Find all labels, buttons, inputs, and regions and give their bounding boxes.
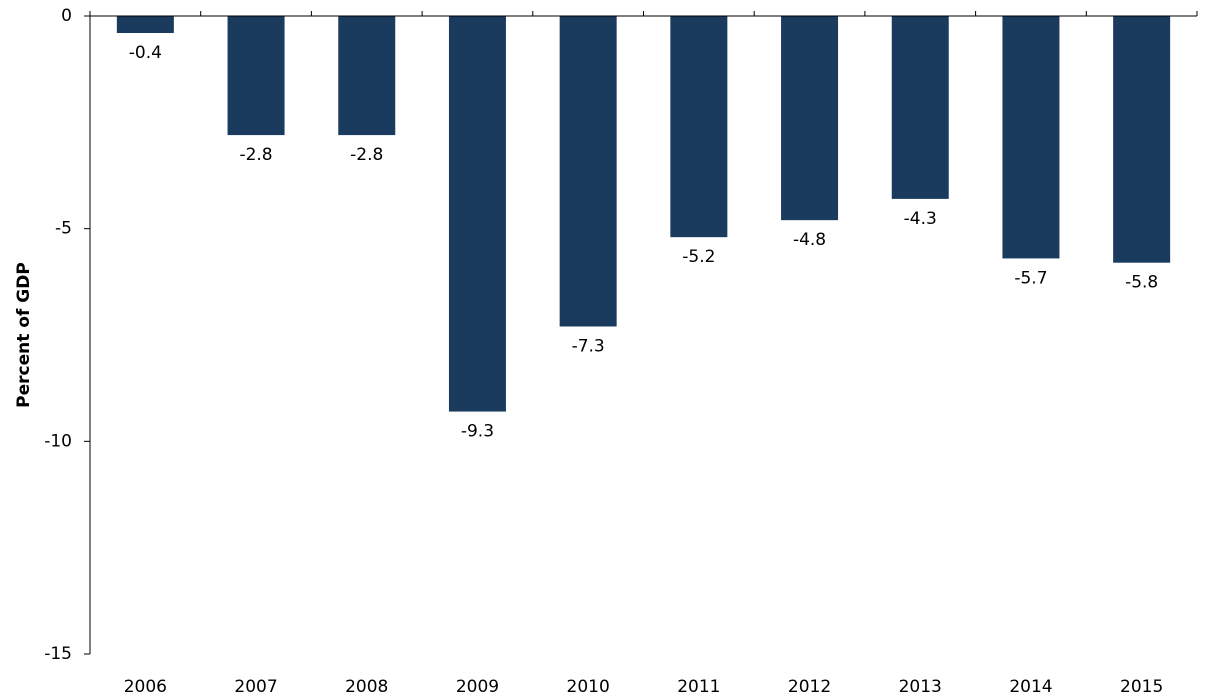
bar [891,16,949,199]
x-tick-label: 2011 [677,677,720,697]
value-label: -4.8 [793,230,826,250]
value-label: -4.3 [904,209,937,229]
bar [781,16,839,221]
bar [227,16,285,136]
value-label: -5.7 [1014,268,1047,288]
x-tick-label: 2010 [567,677,610,697]
x-tick-label: 2007 [234,677,277,697]
bar [559,16,617,327]
value-label: -9.3 [461,422,494,442]
x-tick-label: 2015 [1120,677,1163,697]
value-label: -5.8 [1125,273,1158,293]
bar [338,16,396,136]
bar [670,16,728,238]
bar [116,16,174,34]
value-label: -7.3 [572,336,605,356]
x-tick-label: 2009 [456,677,499,697]
value-label: -0.4 [129,43,162,63]
x-tick-label: 2013 [899,677,942,697]
value-label: -5.2 [682,247,715,267]
y-tick-label: 0 [61,6,72,26]
value-label: -2.8 [350,145,383,165]
y-tick-label: -5 [55,219,72,239]
y-tick-label: -10 [44,431,72,451]
bar [448,16,506,412]
value-label: -2.8 [239,145,272,165]
x-tick-label: 2008 [345,677,388,697]
bar [1113,16,1171,263]
y-axis-label: Percent of GDP [14,262,34,408]
x-tick-label: 2014 [1009,677,1052,697]
x-tick-label: 2012 [788,677,831,697]
x-tick-label: 2006 [124,677,167,697]
y-tick-label: -15 [44,644,72,664]
bar [1002,16,1060,259]
